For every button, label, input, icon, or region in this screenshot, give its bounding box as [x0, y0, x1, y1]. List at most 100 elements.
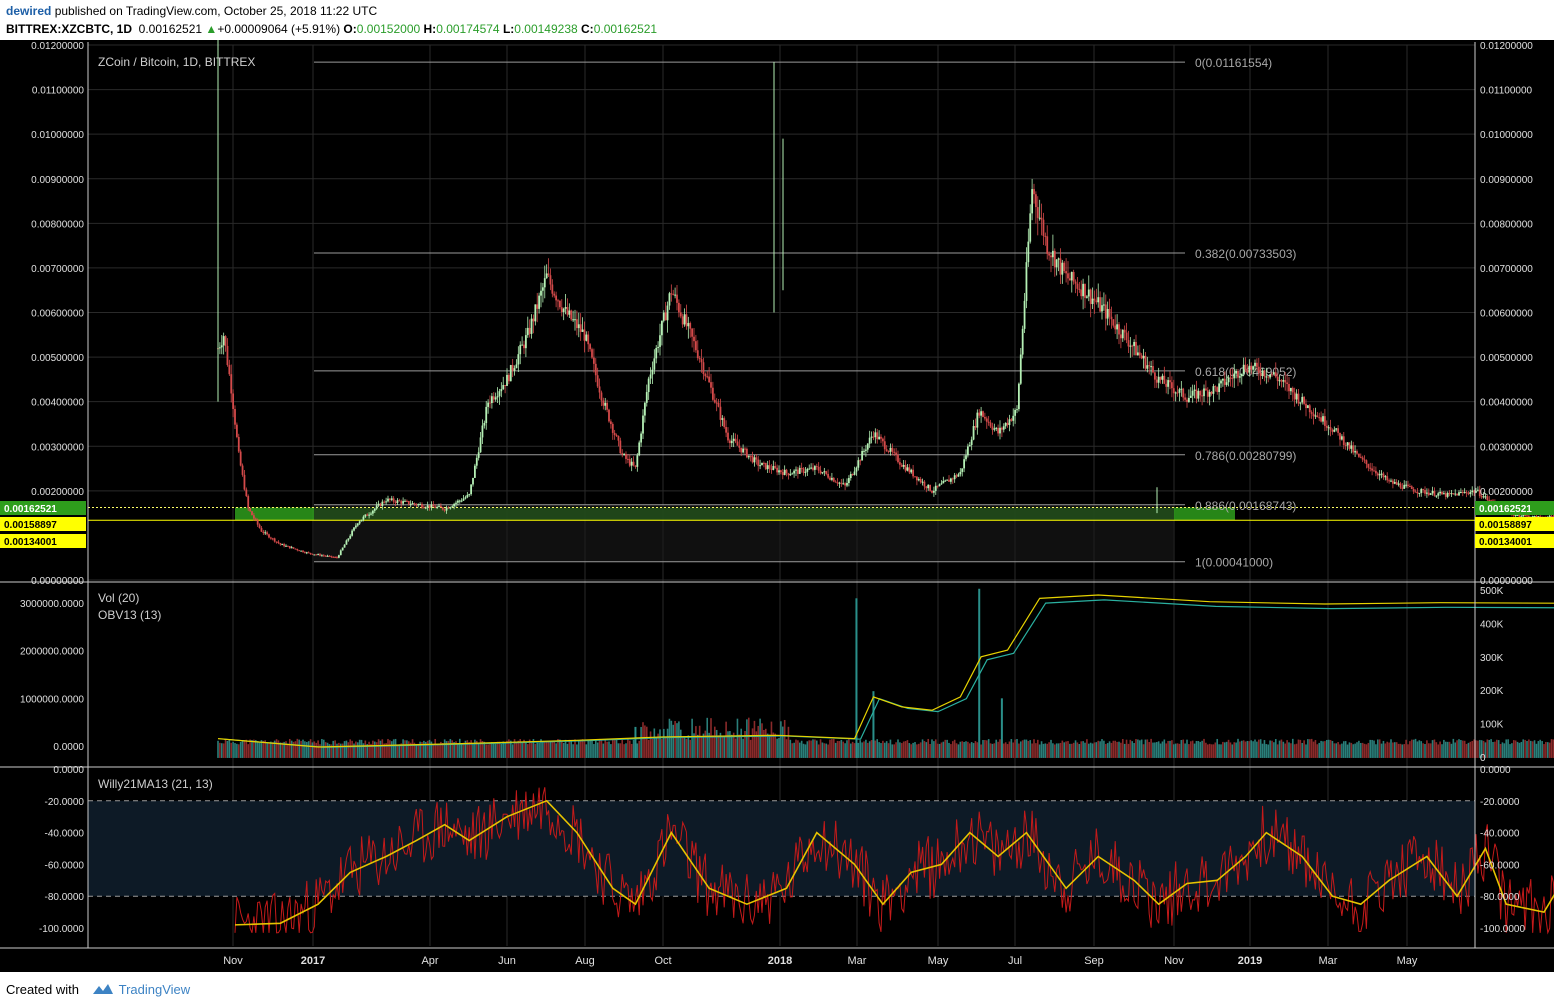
willy-tick-right: -100.0000: [1480, 924, 1525, 935]
candle-body: [885, 449, 888, 452]
volume-bar: [768, 734, 771, 758]
candle-body: [1121, 329, 1124, 339]
volume-bar: [1333, 743, 1336, 758]
volume-obv-pane[interactable]: Vol (20) OBV13 (13): [98, 588, 1554, 758]
obv-legend: OBV13 (13): [98, 608, 161, 622]
volume-bar: [1318, 742, 1321, 758]
candle-body: [1046, 236, 1049, 254]
candle-body: [1354, 451, 1357, 453]
willy-tick-right: -60.0000: [1480, 860, 1520, 871]
volume-bar: [1529, 740, 1532, 758]
candle-body: [1484, 496, 1487, 498]
volume-bar: [1282, 741, 1285, 758]
candle-body: [1337, 428, 1340, 433]
candle-body: [1327, 427, 1330, 429]
candle-body: [430, 504, 433, 508]
candles[interactable]: [217, 40, 1554, 559]
candle-body: [1203, 388, 1205, 397]
candle-body: [1441, 491, 1443, 495]
candle-body: [925, 486, 928, 489]
volume-bar: [411, 739, 414, 758]
price-pane[interactable]: 0(0.01161554)0.382(0.00733503)0.618(0.00…: [88, 40, 1554, 570]
candle-body: [549, 275, 552, 285]
candle-body: [388, 498, 391, 500]
candle-body: [1021, 328, 1024, 355]
candle-body: [464, 497, 467, 499]
volume-bar: [1399, 743, 1402, 758]
volume-bar: [968, 743, 971, 758]
candle-body: [1076, 283, 1079, 289]
candle-body: [1036, 207, 1039, 218]
volume-bar: [222, 743, 225, 758]
volume-bar: [1229, 742, 1232, 758]
volume-bar: [445, 741, 448, 758]
volume-bar: [1112, 740, 1115, 758]
obv-line: [217, 594, 1554, 748]
symbol-bar: BITTREX:XZCBTC, 1D 0.00162521 ▲+0.000090…: [6, 22, 657, 36]
candle-body: [645, 392, 648, 403]
volume-bar: [853, 743, 856, 758]
candle-body: [1150, 366, 1153, 368]
volume-bar: [1290, 743, 1292, 758]
candle-body: [602, 400, 605, 406]
candle-body: [659, 335, 661, 347]
volume-bar: [721, 736, 724, 758]
volume-bar: [1463, 740, 1466, 758]
volume-bar: [674, 720, 676, 758]
volume-bar: [689, 739, 692, 758]
author-link[interactable]: dewired: [6, 4, 52, 18]
volume-bar: [1254, 739, 1256, 758]
volume-bar: [800, 740, 803, 758]
candle-body: [615, 435, 618, 437]
volume-bar: [963, 741, 965, 758]
high-label: H:: [423, 22, 437, 36]
volume-bar: [1099, 741, 1101, 758]
volume-bar: [224, 739, 227, 758]
volume-bar: [375, 742, 378, 758]
chart-canvas[interactable]: 0(0.01161554)0.382(0.00733503)0.618(0.00…: [0, 40, 1554, 972]
candle-body: [1208, 391, 1211, 397]
y-tick-label-left: 0.00200000: [31, 487, 84, 498]
candle-body: [861, 451, 864, 461]
volume-bar: [292, 741, 295, 758]
volume-bar: [950, 744, 952, 758]
volume-bar: [1269, 740, 1271, 758]
tradingview-logo-icon[interactable]: [91, 982, 115, 999]
candle-body: [387, 498, 389, 502]
volume-bar: [443, 739, 446, 758]
volume-bar: [712, 735, 714, 758]
volume-bar: [1325, 739, 1328, 758]
candle-body: [1002, 426, 1005, 430]
volume-bar: [1473, 739, 1475, 758]
volume-bar: [564, 739, 567, 758]
candle-body: [1269, 374, 1272, 378]
volume-bar: [1084, 742, 1086, 758]
volume-bar: [217, 740, 219, 758]
volume-bar: [1033, 739, 1035, 758]
volume-bar: [477, 743, 480, 758]
candle-body: [617, 435, 620, 441]
candle-body: [1214, 386, 1217, 388]
volume-bar: [1036, 739, 1039, 758]
volume-bar: [298, 739, 301, 758]
candle-body: [1240, 373, 1243, 377]
volume-bar: [1118, 741, 1120, 758]
candle-body: [1348, 442, 1351, 449]
volume-bar: [1137, 739, 1139, 758]
candle-body: [1199, 390, 1202, 396]
volume-bar: [1444, 741, 1447, 758]
volume-bar: [851, 741, 854, 758]
candle-body: [859, 460, 862, 462]
volume-bar: [846, 740, 848, 758]
candle-body: [1333, 429, 1336, 432]
symbol-name[interactable]: BITTREX:XZCBTC, 1D: [6, 22, 132, 36]
candle-body: [1539, 516, 1542, 518]
volume-bar: [479, 739, 482, 758]
tradingview-link[interactable]: TradingView: [118, 982, 191, 997]
candle-body: [949, 478, 952, 482]
candle-body: [538, 295, 541, 309]
candle-body: [364, 514, 367, 517]
willy-pane[interactable]: Willy21MA13 (21, 13): [88, 777, 1554, 935]
volume-bar: [519, 739, 522, 758]
candle-body: [968, 444, 971, 447]
